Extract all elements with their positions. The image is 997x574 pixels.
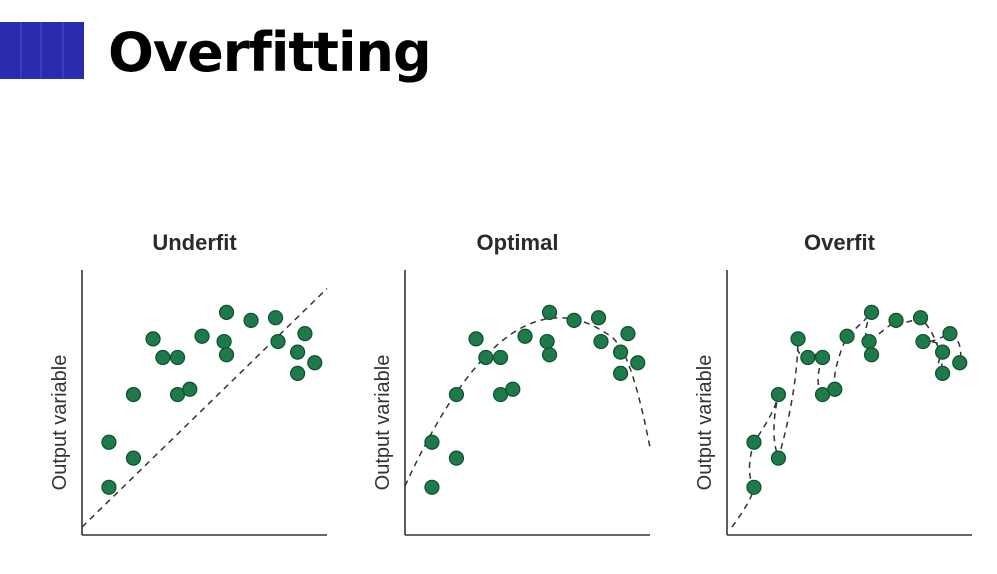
- data-point: [630, 355, 646, 371]
- data-point: [182, 381, 198, 397]
- y-axis-label: Output variable: [694, 355, 716, 491]
- data-point: [267, 310, 284, 326]
- data-point: [307, 355, 323, 371]
- data-point: [145, 331, 161, 347]
- data-point: [216, 333, 232, 350]
- title-accent-bar: [0, 22, 84, 79]
- data-point: [827, 381, 843, 397]
- data-point: [424, 434, 440, 450]
- data-point: [194, 328, 210, 344]
- data-point: [218, 304, 235, 321]
- data-point: [790, 331, 806, 347]
- chart-title: Optimal: [477, 230, 559, 255]
- data-point: [539, 333, 555, 350]
- data-point: [952, 355, 968, 371]
- data-point: [863, 347, 880, 363]
- slide-title: Overfitting: [108, 21, 432, 84]
- data-point: [101, 479, 117, 495]
- data-point: [814, 349, 831, 366]
- data-point: [169, 349, 186, 366]
- data-point: [290, 344, 306, 360]
- fit-line: [81, 288, 328, 528]
- data-point: [839, 328, 855, 344]
- data-point: [448, 386, 465, 403]
- underfit-chart: Underfit Output variable: [49, 230, 328, 536]
- data-point: [888, 312, 904, 328]
- optimal-chart: Optimal Output variable: [372, 230, 651, 536]
- data-point: [478, 349, 494, 366]
- data-point: [770, 450, 787, 466]
- data-point: [155, 349, 171, 366]
- data-point: [297, 325, 313, 342]
- data-point: [218, 347, 235, 363]
- data-point: [541, 347, 558, 363]
- y-axis-label: Output variable: [372, 355, 394, 491]
- data-point: [915, 333, 931, 350]
- data-point: [746, 479, 762, 495]
- data-point: [935, 365, 951, 381]
- data-point: [770, 386, 787, 403]
- data-point: [101, 434, 117, 450]
- y-axis-label: Output variable: [49, 355, 71, 491]
- data-point: [746, 434, 762, 450]
- overfit-chart: Overfit Output variable: [694, 230, 972, 536]
- data-point: [492, 349, 509, 366]
- data-point: [942, 325, 958, 342]
- data-point: [125, 386, 142, 403]
- data-point: [270, 333, 286, 350]
- chart-title: Overfit: [804, 230, 876, 255]
- data-point: [125, 450, 142, 466]
- chart-title: Underfit: [152, 230, 237, 255]
- data-point: [517, 328, 533, 344]
- data-point: [243, 312, 259, 328]
- data-point: [613, 344, 629, 360]
- data-point: [620, 325, 636, 342]
- data-point: [613, 365, 629, 381]
- data-point: [424, 479, 440, 495]
- data-point: [593, 333, 609, 350]
- data-point: [468, 331, 484, 347]
- data-point: [290, 365, 306, 381]
- data-point: [935, 344, 951, 360]
- data-point: [541, 304, 558, 321]
- data-point: [590, 310, 607, 326]
- data-point: [861, 333, 877, 350]
- data-point: [448, 450, 465, 466]
- data-point: [566, 312, 582, 328]
- data-point: [863, 304, 880, 321]
- data-point: [912, 310, 929, 326]
- data-point: [505, 381, 521, 397]
- data-point: [800, 349, 816, 366]
